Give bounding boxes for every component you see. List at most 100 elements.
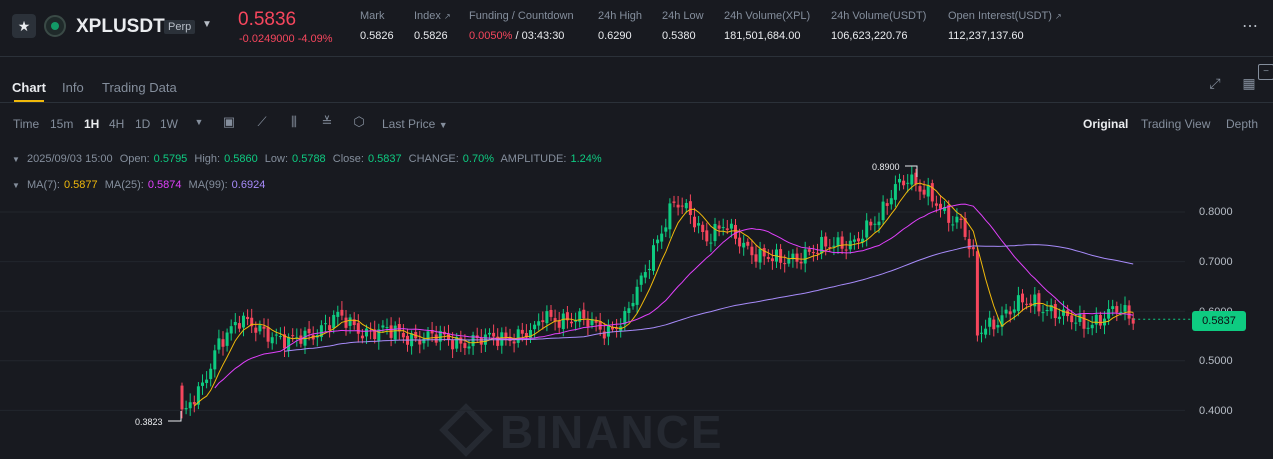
view-depth[interactable]: Depth <box>1226 117 1259 131</box>
candle-body[interactable] <box>750 246 754 256</box>
candle-body[interactable] <box>1131 318 1135 324</box>
candle-body[interactable] <box>188 402 192 409</box>
candle-body[interactable] <box>959 218 963 220</box>
calendar-icon[interactable]: ▣ <box>222 114 236 129</box>
candle-body[interactable] <box>980 332 983 334</box>
candle-body[interactable] <box>229 326 233 334</box>
candle-body[interactable] <box>709 242 713 244</box>
candle-body[interactable] <box>1008 311 1012 315</box>
candle-body[interactable] <box>820 236 824 254</box>
candle-body[interactable] <box>492 332 496 337</box>
candle-body[interactable] <box>553 318 557 322</box>
candle-body[interactable] <box>463 343 467 349</box>
candle-body[interactable] <box>988 317 992 327</box>
candle-body[interactable] <box>496 336 500 346</box>
candle-body[interactable] <box>664 227 668 232</box>
candle-body[interactable] <box>537 321 541 326</box>
candle-body[interactable] <box>992 319 996 330</box>
candle-body[interactable] <box>582 309 586 319</box>
candle-body[interactable] <box>262 326 266 329</box>
candle-body[interactable] <box>668 203 672 230</box>
candle-body[interactable] <box>1062 309 1065 316</box>
candle-body[interactable] <box>451 340 455 350</box>
candle-body[interactable] <box>939 203 942 209</box>
candle-body[interactable] <box>1016 295 1020 312</box>
candle-body[interactable] <box>447 333 450 340</box>
candle-body[interactable] <box>274 334 278 336</box>
candle-body[interactable] <box>910 174 914 185</box>
candle-body[interactable] <box>807 249 811 252</box>
stat-index[interactable]: Index ↗ 0.5826 <box>414 10 451 42</box>
candle-body[interactable] <box>266 327 270 342</box>
candle-body[interactable] <box>594 320 598 323</box>
candle-body[interactable] <box>209 368 213 380</box>
candle-body[interactable] <box>656 239 660 244</box>
candle-body[interactable] <box>430 330 434 334</box>
candle-body[interactable] <box>184 408 188 410</box>
candle-body[interactable] <box>705 230 709 242</box>
candle-body[interactable] <box>742 242 746 248</box>
candle-body[interactable] <box>422 338 426 344</box>
candle-body[interactable] <box>1021 293 1024 303</box>
candle-body[interactable] <box>1041 312 1045 314</box>
candle-body[interactable] <box>828 247 832 249</box>
interval-4h[interactable]: 4H <box>109 117 125 131</box>
candle-body[interactable] <box>557 320 561 328</box>
more-horizontal-icon[interactable]: ⋯ <box>1242 18 1259 35</box>
candle-body[interactable] <box>455 336 459 349</box>
candle-body[interactable] <box>643 272 647 278</box>
candle-body[interactable] <box>1025 303 1029 305</box>
candle-body[interactable] <box>467 346 471 349</box>
candle-body[interactable] <box>401 332 405 338</box>
candle-body[interactable] <box>344 317 348 328</box>
candle-body[interactable] <box>270 337 274 344</box>
stat-open-interest[interactable]: Open Interest(USDT) ↗ 112,237,137.60 <box>948 10 1062 42</box>
candle-body[interactable] <box>1012 309 1016 313</box>
candle-body[interactable] <box>963 218 967 237</box>
candle-body[interactable] <box>811 252 815 254</box>
candle-body[interactable] <box>1004 309 1008 314</box>
candle-body[interactable] <box>647 268 651 271</box>
candle-body[interactable] <box>852 239 856 242</box>
candle-body[interactable] <box>307 328 311 334</box>
candle-body[interactable] <box>377 329 381 341</box>
candle-body[interactable] <box>877 221 881 226</box>
candle-body[interactable] <box>779 249 783 263</box>
symbol-dropdown-caret-icon[interactable]: ▼ <box>202 19 212 30</box>
candle-body[interactable] <box>356 323 360 334</box>
candle-body[interactable] <box>898 178 901 183</box>
candle-body[interactable] <box>516 329 520 343</box>
candle-body[interactable] <box>570 321 573 324</box>
candle-body[interactable] <box>1078 313 1082 323</box>
candle-body[interactable] <box>783 263 787 265</box>
candle-body[interactable] <box>299 335 303 344</box>
candle-body[interactable] <box>213 350 217 370</box>
candle-body[interactable] <box>348 317 352 326</box>
candle-body[interactable] <box>217 338 221 350</box>
candle-body[interactable] <box>869 221 873 226</box>
candle-body[interactable] <box>459 337 463 344</box>
candle-body[interactable] <box>955 216 959 223</box>
candle-body[interactable] <box>906 182 910 184</box>
price-plot[interactable] <box>0 143 1273 433</box>
candle-body[interactable] <box>1098 314 1102 326</box>
candle-body[interactable] <box>975 251 979 336</box>
interval-dropdown-icon[interactable]: ▼ <box>194 117 204 127</box>
candle-body[interactable] <box>746 241 750 246</box>
candle-body[interactable] <box>943 207 947 211</box>
tab-trading-data[interactable]: Trading Data <box>102 80 177 95</box>
candle-body[interactable] <box>680 205 684 207</box>
favorite-star-icon[interactable]: ★ <box>12 14 36 38</box>
candle-body[interactable] <box>533 324 537 330</box>
candle-body[interactable] <box>1086 327 1090 329</box>
candle-body[interactable] <box>926 185 930 197</box>
candle-body[interactable] <box>971 247 975 250</box>
candle-body[interactable] <box>873 223 877 225</box>
candle-body[interactable] <box>660 233 664 242</box>
candle-body[interactable] <box>254 327 258 333</box>
candle-body[interactable] <box>840 236 844 249</box>
candle-body[interactable] <box>623 311 627 325</box>
candle-body[interactable] <box>922 189 926 195</box>
candle-body[interactable] <box>615 327 619 330</box>
candle-body[interactable] <box>524 333 528 338</box>
